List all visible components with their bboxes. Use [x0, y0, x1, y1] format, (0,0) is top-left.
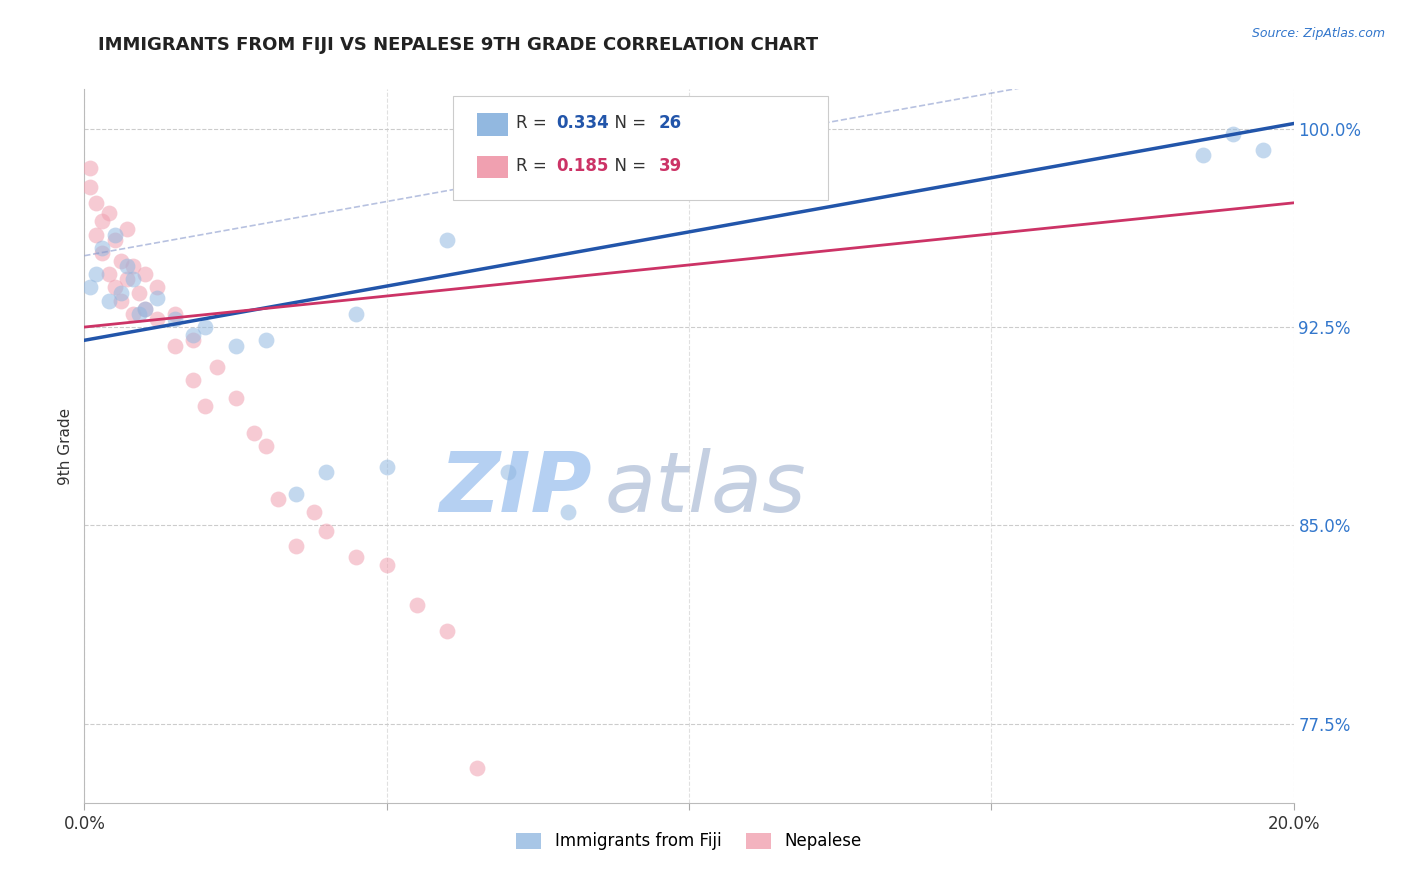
- Point: [86, 267, 108, 281]
- Point: [225, 338, 247, 352]
- Point: [86, 227, 108, 242]
- Point: [110, 293, 132, 308]
- Text: 26: 26: [659, 114, 682, 132]
- Point: [375, 558, 398, 572]
- Point: [315, 466, 337, 480]
- Point: [104, 280, 127, 294]
- Point: [181, 373, 204, 387]
- Point: [181, 333, 204, 347]
- Point: [115, 260, 138, 274]
- Point: [115, 272, 138, 286]
- Text: ZIP: ZIP: [440, 449, 592, 529]
- Text: 39: 39: [659, 157, 682, 175]
- Point: [225, 392, 247, 406]
- Text: atlas: atlas: [605, 449, 806, 529]
- Legend: Immigrants from Fiji, Nepalese: Immigrants from Fiji, Nepalese: [508, 824, 870, 859]
- Point: [91, 214, 114, 228]
- Point: [285, 486, 308, 500]
- Point: [346, 549, 368, 564]
- Point: [110, 254, 132, 268]
- Point: [1192, 148, 1215, 162]
- Point: [134, 301, 156, 316]
- Text: N =: N =: [605, 114, 651, 132]
- Point: [134, 267, 156, 281]
- Point: [121, 272, 143, 286]
- Point: [254, 439, 277, 453]
- Point: [467, 761, 489, 775]
- Text: N =: N =: [605, 157, 651, 175]
- Point: [165, 312, 187, 326]
- Point: [436, 624, 458, 638]
- Point: [285, 540, 308, 554]
- Point: [375, 460, 398, 475]
- Point: [181, 328, 204, 343]
- Point: [242, 425, 264, 440]
- Point: [194, 320, 217, 334]
- Point: [128, 307, 150, 321]
- Point: [79, 280, 101, 294]
- Point: [79, 180, 101, 194]
- Point: [110, 285, 132, 300]
- Point: [302, 505, 325, 519]
- Point: [128, 285, 150, 300]
- Text: 0.185: 0.185: [555, 157, 609, 175]
- Point: [104, 227, 127, 242]
- Point: [165, 338, 187, 352]
- Point: [436, 233, 458, 247]
- FancyBboxPatch shape: [478, 112, 508, 136]
- Point: [267, 491, 290, 506]
- Point: [207, 359, 229, 374]
- Text: R =: R =: [516, 114, 553, 132]
- Text: IMMIGRANTS FROM FIJI VS NEPALESE 9TH GRADE CORRELATION CHART: IMMIGRANTS FROM FIJI VS NEPALESE 9TH GRA…: [98, 36, 818, 54]
- Text: Source: ZipAtlas.com: Source: ZipAtlas.com: [1251, 27, 1385, 40]
- Point: [557, 505, 579, 519]
- Text: R =: R =: [516, 157, 553, 175]
- Point: [254, 333, 277, 347]
- Point: [97, 206, 120, 220]
- Y-axis label: 9th Grade: 9th Grade: [58, 408, 73, 484]
- FancyBboxPatch shape: [478, 155, 508, 178]
- Point: [194, 400, 217, 414]
- Point: [121, 260, 143, 274]
- Point: [86, 195, 108, 210]
- Point: [97, 267, 120, 281]
- Point: [134, 301, 156, 316]
- Point: [146, 280, 169, 294]
- Point: [1253, 143, 1275, 157]
- Point: [104, 233, 127, 247]
- Point: [115, 222, 138, 236]
- Point: [496, 466, 519, 480]
- Text: 0.334: 0.334: [555, 114, 609, 132]
- Point: [406, 598, 429, 612]
- Point: [315, 524, 337, 538]
- Point: [1222, 127, 1244, 141]
- Point: [146, 312, 169, 326]
- Point: [346, 307, 368, 321]
- Point: [91, 241, 114, 255]
- Point: [121, 307, 143, 321]
- Point: [165, 307, 187, 321]
- Point: [146, 291, 169, 305]
- Point: [97, 293, 120, 308]
- FancyBboxPatch shape: [453, 96, 828, 200]
- Point: [91, 246, 114, 260]
- Point: [79, 161, 101, 176]
